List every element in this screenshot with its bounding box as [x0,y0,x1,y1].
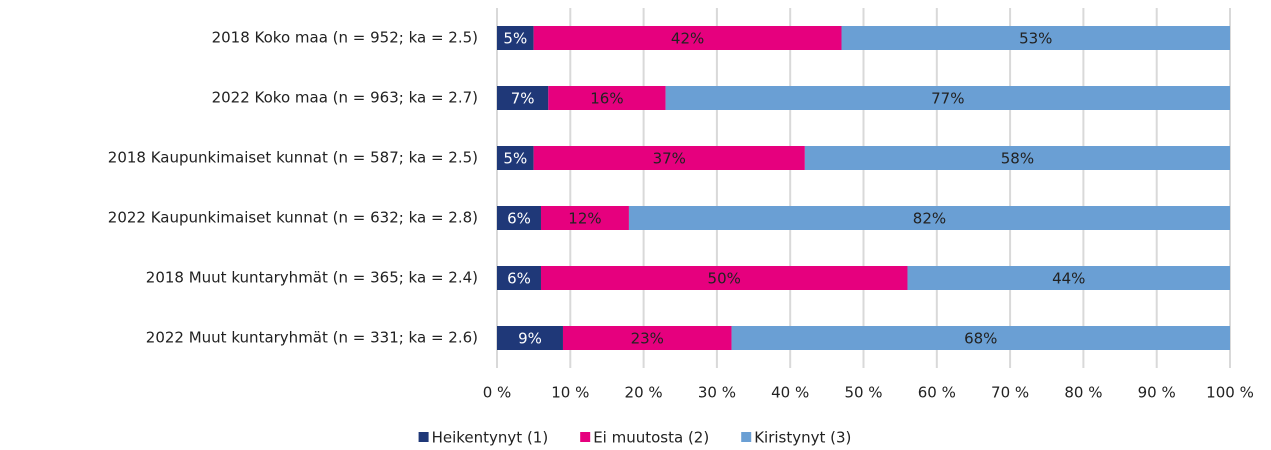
x-tick-label: 70 % [991,384,1029,402]
data-label: 68% [964,330,997,348]
x-tick-label: 90 % [1138,384,1176,402]
data-label: 58% [1001,150,1034,168]
data-label: 44% [1052,270,1085,288]
legend-swatch [741,432,752,442]
y-tick-label: 2022 Koko maa (n = 963; ka = 2.7) [212,89,478,107]
bar-segment [665,86,1230,110]
legend-swatch [580,432,591,442]
data-label: 77% [931,90,964,108]
bar-segment [497,86,549,110]
bar-segment [540,206,629,230]
bar-segment [731,326,1230,350]
legend-label: Ei muutosta (2) [593,429,709,447]
data-label: 12% [568,210,601,228]
x-tick-label: 80 % [1064,384,1102,402]
x-tick-label: 50 % [844,384,882,402]
x-tick-label: 0 % [483,384,512,402]
bar-segment [907,266,1230,290]
x-tick-label: 20 % [625,384,663,402]
x-tick-label: 60 % [918,384,956,402]
bar-segment [497,266,541,290]
bar-segment [548,86,666,110]
y-tick-label: 2022 Muut kuntaryhmät (n = 331; ka = 2.6… [146,329,478,347]
bar-segment [497,146,534,170]
data-label: 16% [590,90,623,108]
data-label: 82% [913,210,946,228]
bar-segment [497,326,563,350]
bar-segment [628,206,1230,230]
x-tick-label: 10 % [551,384,589,402]
y-tick-label: 2022 Kaupunkimaiset kunnat (n = 632; ka … [108,209,478,227]
legend-label: Kiristynyt (3) [754,429,851,447]
bar-segment [533,26,842,50]
data-label: 7% [511,90,535,108]
bar-segment [562,326,732,350]
y-tick-label: 2018 Kaupunkimaiset kunnat (n = 587; ka … [108,149,478,167]
data-label: 6% [507,210,531,228]
legend-swatch [418,432,429,442]
data-label: 37% [653,150,686,168]
data-label: 5% [503,150,527,168]
y-tick-label: 2018 Muut kuntaryhmät (n = 365; ka = 2.4… [146,269,478,287]
y-tick-label: 2018 Koko maa (n = 952; ka = 2.5) [212,29,478,47]
bar-segment [533,146,805,170]
data-label: 9% [518,330,542,348]
bar-segment [841,26,1230,50]
x-tick-label: 40 % [771,384,809,402]
x-tick-label: 100 % [1206,384,1254,402]
data-label: 50% [708,270,741,288]
data-label: 6% [507,270,531,288]
legend-label: Heikentynyt (1) [432,429,549,447]
bar-segment [497,26,534,50]
data-label: 42% [671,30,704,48]
bar-segment [804,146,1230,170]
bar-segment [540,266,908,290]
data-label: 5% [503,30,527,48]
data-label: 23% [631,330,664,348]
legend: Heikentynyt (1) Ei muutosta (2) Kiristynyt… [418,429,851,447]
data-label: 53% [1019,30,1052,48]
x-tick-label: 30 % [698,384,736,402]
bar-segment [497,206,541,230]
